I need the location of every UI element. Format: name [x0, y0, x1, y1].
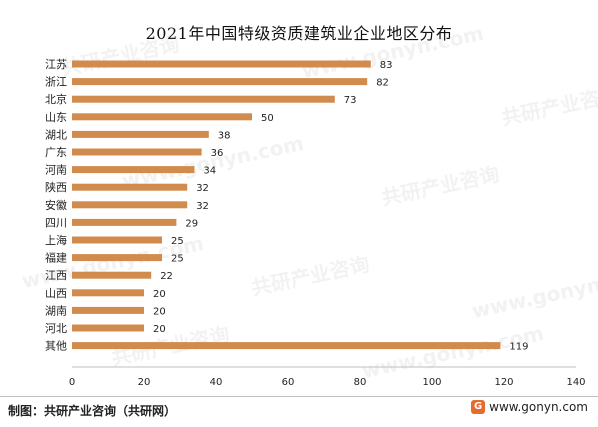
bar	[72, 113, 252, 121]
x-tick-label: 0	[69, 377, 75, 388]
data-label: 20	[153, 289, 166, 300]
bar	[72, 271, 152, 279]
data-label: 22	[160, 271, 173, 282]
website-text: www.gonyn.com	[489, 400, 588, 414]
category-label: 四川	[45, 216, 67, 229]
x-tick-label: 60	[282, 377, 295, 388]
x-tick-label: 80	[354, 377, 367, 388]
data-label: 83	[380, 60, 393, 71]
category-label: 安徽	[45, 198, 67, 212]
bar	[72, 342, 501, 350]
x-tick-label: 20	[138, 377, 151, 388]
data-label: 50	[261, 113, 274, 124]
x-tick-label: 100	[422, 377, 441, 388]
x-tick-label: 140	[566, 377, 585, 388]
bar	[72, 289, 144, 297]
data-label: 82	[376, 78, 389, 89]
bar	[72, 95, 335, 103]
data-label: 36	[211, 148, 224, 159]
bar	[72, 60, 371, 68]
category-label: 湖北	[45, 128, 67, 141]
data-label: 34	[203, 166, 216, 177]
website-credit: G www.gonyn.com	[471, 400, 588, 414]
bar	[72, 236, 162, 244]
bar	[72, 148, 202, 156]
bar	[72, 183, 188, 191]
category-label: 河北	[45, 322, 67, 335]
category-label: 广东	[45, 146, 67, 159]
category-label: 浙江	[45, 76, 67, 89]
data-label: 32	[196, 183, 209, 194]
data-label: 29	[185, 218, 198, 229]
bar	[72, 218, 177, 226]
source-note: 制图：共研产业咨询（共研网）	[8, 404, 177, 418]
category-label: 上海	[45, 233, 67, 247]
brand-logo-icon: G	[471, 400, 486, 414]
chart-title: 2021年中国特级资质建筑业企业地区分布	[145, 24, 453, 43]
category-label: 湖南	[45, 304, 67, 317]
category-label: 陕西	[45, 180, 67, 194]
data-label: 20	[153, 306, 166, 317]
bar-chart: 0 20 40 60 80 100 120 140 江苏 83 浙江 82 北京 73 山东 50 湖北 38 广东…	[45, 58, 586, 388]
bar	[72, 324, 144, 332]
footer-divider	[0, 396, 598, 397]
category-label: 河南	[45, 164, 67, 177]
data-label: 119	[509, 342, 528, 353]
category-label: 江苏	[45, 58, 67, 71]
category-label: 其他	[45, 340, 67, 353]
bar	[72, 254, 162, 262]
category-label: 福建	[45, 251, 67, 265]
data-label: 25	[171, 254, 184, 265]
bar	[72, 201, 188, 209]
bar	[72, 306, 144, 314]
x-tick-label: 120	[494, 377, 513, 388]
category-label: 山西	[45, 287, 67, 300]
bar	[72, 130, 209, 138]
bar	[72, 78, 368, 86]
category-label: 山东	[45, 111, 67, 124]
category-label: 北京	[45, 92, 67, 106]
bar	[72, 166, 195, 174]
data-label: 25	[171, 236, 184, 247]
category-label: 江西	[45, 269, 67, 282]
x-tick-label: 40	[210, 377, 223, 388]
data-label: 38	[218, 130, 231, 141]
data-label: 32	[196, 201, 209, 212]
data-label: 73	[344, 95, 357, 106]
data-label: 20	[153, 324, 166, 335]
